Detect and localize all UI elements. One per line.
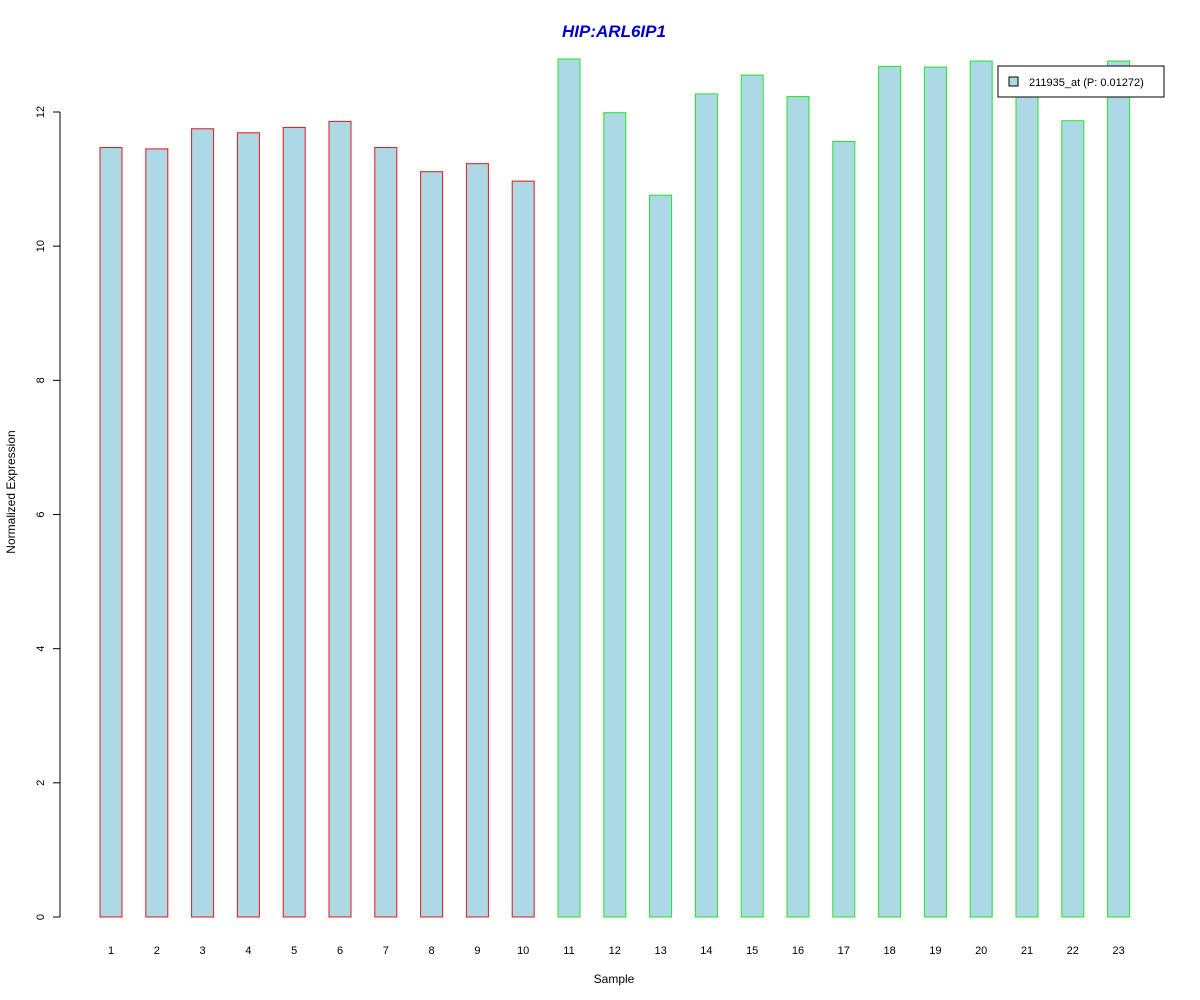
bar-sample-9 <box>465 163 489 918</box>
bar-sample-6 <box>328 120 352 918</box>
y-tick-label: 12 <box>35 106 47 118</box>
legend-box <box>997 65 1165 98</box>
x-tick-label: 22 <box>1067 945 1079 957</box>
x-tick-label: 3 <box>200 945 206 957</box>
x-tick-labels: 1 2 3 4 5 6 7 8 9 10 11 12 13 14 15 16 17 18 19 20 21 22 23 <box>108 945 1125 957</box>
x-tick-label: 21 <box>1021 945 1033 957</box>
y-axis-title: Normalized Expression <box>4 430 18 553</box>
x-tick-label: 13 <box>654 945 666 957</box>
y-tick-label: 10 <box>35 240 47 252</box>
chart-title: HIP:ARL6IP1 <box>562 22 666 41</box>
bar-sample-5 <box>282 126 306 918</box>
y-tick-label: 4 <box>35 646 47 652</box>
x-tick-label: 11 <box>563 945 574 957</box>
x-tick-label: 14 <box>700 945 712 957</box>
x-tick-label: 2 <box>154 945 160 957</box>
bar-sample-23 <box>1107 60 1131 918</box>
x-tick-label: 10 <box>517 945 529 957</box>
y-tick-label: 8 <box>35 377 47 383</box>
bar-sample-16 <box>786 96 810 918</box>
bar-sample-2 <box>145 148 169 918</box>
x-tick-label: 6 <box>337 945 343 957</box>
bar-sample-11 <box>557 58 581 918</box>
bar-sample-20 <box>969 60 993 918</box>
bar-sample-1 <box>99 147 123 918</box>
x-tick-label: 17 <box>838 945 850 957</box>
x-tick-label: 4 <box>245 945 251 957</box>
bar-sample-12 <box>603 112 627 918</box>
x-tick-label: 16 <box>792 945 804 957</box>
x-tick-label: 18 <box>883 945 895 957</box>
x-tick-label: 12 <box>609 945 621 957</box>
y-tick-label: 2 <box>35 780 47 786</box>
bar-sample-10 <box>511 180 535 918</box>
bar-sample-19 <box>923 66 947 918</box>
x-tick-label: 20 <box>975 945 987 957</box>
bar-sample-4 <box>236 132 260 918</box>
bar-sample-13 <box>649 194 673 918</box>
bar-sample-3 <box>191 128 215 918</box>
x-tick-label: 15 <box>746 945 758 957</box>
bar-sample-8 <box>420 171 444 918</box>
bar-sample-21 <box>1015 88 1039 918</box>
legend: 211935_at (P: 0.01272) <box>997 65 1165 98</box>
x-tick-label: 9 <box>474 945 480 957</box>
legend-swatch <box>1008 76 1019 87</box>
bar-sample-17 <box>832 141 856 918</box>
x-tick-label: 23 <box>1112 945 1124 957</box>
x-tick-label: 8 <box>429 945 435 957</box>
legend-label: 211935_at (P: 0.01272) <box>1029 77 1144 89</box>
y-tick-label: 6 <box>35 511 47 517</box>
bar-sample-22 <box>1061 120 1085 918</box>
x-tick-label: 7 <box>383 945 389 957</box>
bars <box>99 58 1131 918</box>
bar-sample-18 <box>878 65 902 918</box>
bar-sample-14 <box>694 93 718 918</box>
bar-sample-15 <box>740 74 764 918</box>
y-tick-label: 0 <box>35 914 47 920</box>
bar-sample-7 <box>374 147 398 918</box>
x-axis-title: Sample <box>594 972 635 986</box>
x-tick-label: 19 <box>929 945 941 957</box>
x-tick-label: 1 <box>108 945 114 957</box>
y-axis: 0 2 4 6 8 10 12 <box>35 106 61 920</box>
x-tick-label: 5 <box>291 945 297 957</box>
